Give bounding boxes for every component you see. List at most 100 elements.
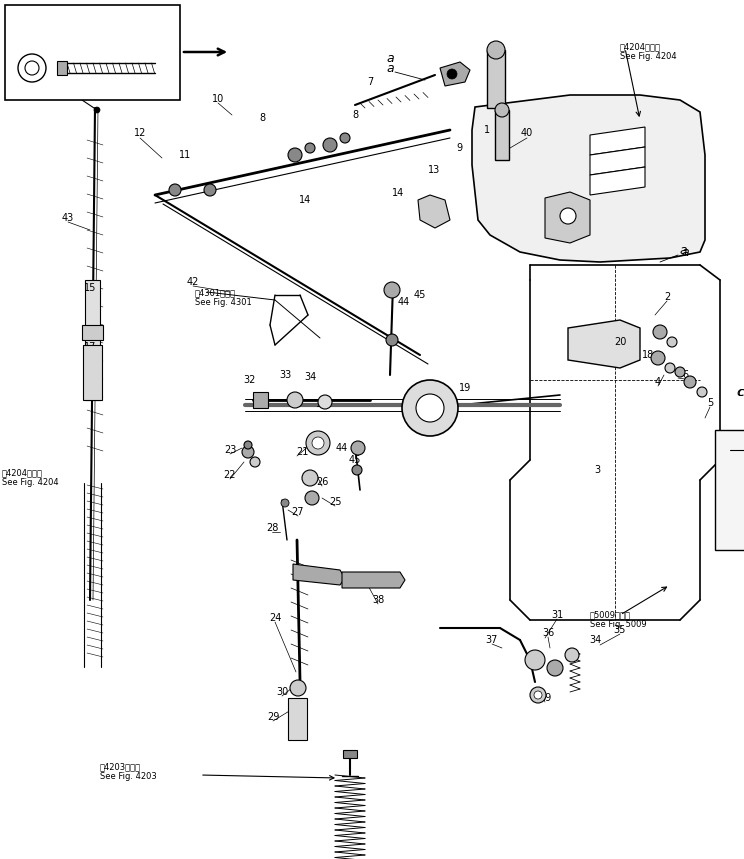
Circle shape bbox=[525, 650, 545, 670]
Text: 14: 14 bbox=[299, 195, 311, 205]
Text: 22: 22 bbox=[224, 470, 237, 480]
Text: 30: 30 bbox=[276, 687, 288, 697]
Text: 32: 32 bbox=[243, 375, 255, 385]
Text: 19: 19 bbox=[316, 399, 328, 409]
Text: 28: 28 bbox=[266, 523, 278, 533]
Text: 8A: 8A bbox=[26, 83, 38, 93]
Text: 41: 41 bbox=[487, 45, 499, 55]
Text: Serial No. 3092~: Serial No. 3092~ bbox=[51, 20, 129, 28]
Text: 第4301図参照: 第4301図参照 bbox=[195, 288, 236, 297]
Polygon shape bbox=[342, 572, 405, 588]
Text: 44: 44 bbox=[336, 443, 348, 453]
Text: 20: 20 bbox=[614, 337, 626, 347]
Circle shape bbox=[665, 363, 675, 373]
Text: 第4204図参照: 第4204図参照 bbox=[2, 468, 43, 477]
Text: See Fig. 5009: See Fig. 5009 bbox=[590, 620, 647, 629]
Bar bbox=[288, 698, 307, 740]
Polygon shape bbox=[82, 325, 103, 340]
Polygon shape bbox=[545, 192, 590, 243]
Circle shape bbox=[651, 351, 665, 365]
Text: 40: 40 bbox=[521, 128, 533, 138]
Text: 17: 17 bbox=[84, 342, 96, 352]
Circle shape bbox=[94, 107, 100, 113]
Text: 24: 24 bbox=[269, 613, 281, 623]
Polygon shape bbox=[590, 127, 645, 155]
Text: 29: 29 bbox=[267, 712, 279, 722]
Text: a: a bbox=[386, 62, 394, 75]
Text: 第4203図参照: 第4203図参照 bbox=[100, 762, 141, 771]
Text: 8: 8 bbox=[352, 110, 358, 120]
Circle shape bbox=[675, 367, 685, 377]
Text: See Fig. 4301: See Fig. 4301 bbox=[195, 298, 251, 307]
Text: See Fig. 4204: See Fig. 4204 bbox=[2, 478, 59, 487]
Text: 1: 1 bbox=[484, 125, 490, 135]
Text: 26: 26 bbox=[315, 477, 328, 487]
Text: 18: 18 bbox=[642, 350, 654, 360]
Text: 2: 2 bbox=[664, 292, 670, 302]
Text: 11: 11 bbox=[179, 150, 191, 160]
Text: 13: 13 bbox=[428, 165, 440, 175]
Circle shape bbox=[242, 446, 254, 458]
Circle shape bbox=[306, 431, 330, 455]
Text: a: a bbox=[682, 246, 689, 259]
Text: 25: 25 bbox=[329, 497, 341, 507]
Text: a: a bbox=[386, 52, 394, 64]
Text: 8: 8 bbox=[259, 113, 265, 123]
Text: 34: 34 bbox=[589, 635, 601, 645]
Text: 16: 16 bbox=[84, 370, 96, 380]
Circle shape bbox=[684, 376, 696, 388]
Circle shape bbox=[340, 133, 350, 143]
Polygon shape bbox=[418, 195, 450, 228]
Text: 45: 45 bbox=[414, 290, 426, 300]
Circle shape bbox=[384, 282, 400, 298]
Polygon shape bbox=[293, 564, 345, 585]
Circle shape bbox=[447, 69, 457, 79]
Text: 35: 35 bbox=[614, 625, 626, 635]
Bar bbox=[5, 5, 180, 100]
Text: 15: 15 bbox=[84, 283, 96, 293]
Text: 42: 42 bbox=[187, 277, 199, 287]
Circle shape bbox=[250, 457, 260, 467]
Polygon shape bbox=[590, 167, 645, 195]
Circle shape bbox=[530, 687, 546, 703]
Circle shape bbox=[244, 441, 252, 449]
Circle shape bbox=[281, 499, 289, 507]
Circle shape bbox=[302, 470, 318, 486]
Bar bbox=[83, 345, 102, 400]
Text: 38: 38 bbox=[372, 595, 384, 605]
Text: 10: 10 bbox=[212, 94, 224, 104]
Circle shape bbox=[487, 41, 505, 59]
Circle shape bbox=[290, 680, 306, 696]
Circle shape bbox=[402, 380, 458, 436]
Text: c: c bbox=[737, 386, 743, 399]
Text: 4: 4 bbox=[655, 377, 661, 387]
Bar bbox=[85, 280, 100, 400]
Circle shape bbox=[18, 54, 46, 82]
Polygon shape bbox=[472, 95, 705, 262]
Text: 43: 43 bbox=[62, 213, 74, 223]
Text: 12: 12 bbox=[134, 128, 146, 138]
Polygon shape bbox=[57, 61, 67, 75]
Circle shape bbox=[547, 660, 563, 676]
Circle shape bbox=[312, 437, 324, 449]
Text: 第4204図参照: 第4204図参照 bbox=[620, 42, 661, 51]
Text: 23: 23 bbox=[224, 445, 236, 455]
Text: 21: 21 bbox=[296, 447, 308, 457]
Text: 27: 27 bbox=[292, 507, 304, 517]
Text: 7: 7 bbox=[367, 77, 373, 87]
Circle shape bbox=[565, 648, 579, 662]
Circle shape bbox=[495, 103, 509, 117]
Bar bbox=[343, 750, 357, 758]
Text: 6: 6 bbox=[682, 370, 688, 380]
Text: See Fig. 4204: See Fig. 4204 bbox=[620, 52, 676, 61]
Bar bbox=[715, 430, 744, 550]
Circle shape bbox=[416, 394, 444, 422]
Text: 33: 33 bbox=[279, 370, 291, 380]
Circle shape bbox=[667, 337, 677, 347]
Text: 5: 5 bbox=[707, 398, 713, 408]
Text: See Fig. 4203: See Fig. 4203 bbox=[100, 772, 157, 781]
Polygon shape bbox=[440, 62, 470, 86]
Text: 9: 9 bbox=[456, 143, 462, 153]
Circle shape bbox=[653, 325, 667, 339]
Text: 19: 19 bbox=[459, 383, 471, 393]
